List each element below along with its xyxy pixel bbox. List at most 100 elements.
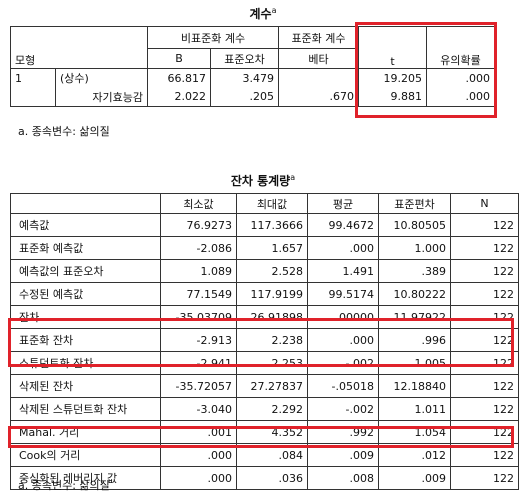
cell-label: 잔차 <box>10 305 161 329</box>
header-blank <box>10 193 161 214</box>
header-max: 최대값 <box>236 193 308 214</box>
cell-mean: 1.491 <box>307 259 379 283</box>
cell-se: .205 <box>210 87 279 107</box>
cell-mean: .992 <box>307 420 379 444</box>
cell-n: 122 <box>450 282 519 306</box>
cell-sd: .012 <box>378 443 451 467</box>
cell-label: Mahal. 거리 <box>10 420 161 444</box>
cell-n: 122 <box>450 305 519 329</box>
header-b: B <box>147 48 211 69</box>
cell-max: 117.3666 <box>236 213 308 237</box>
cell-max: 1.657 <box>236 236 308 260</box>
cell-min: -35.72057 <box>160 374 237 398</box>
cell-sd: 12.18840 <box>378 374 451 398</box>
table-row: Mahal. 거리 .001 4.352.992 1.054 122 <box>10 420 519 444</box>
cell-label: 스튜던트화 잔차 <box>10 351 161 375</box>
cell-n: 122 <box>450 259 519 283</box>
cell-min: -35.03709 <box>160 305 237 329</box>
cell-min: -2.913 <box>160 328 237 352</box>
residuals-footnote: a. 종속변수: 삶의질 <box>18 479 110 492</box>
cell-min: -2.941 <box>160 351 237 375</box>
cell-sd: 10.80222 <box>378 282 451 306</box>
cell-label: Cook의 거리 <box>10 443 161 467</box>
cell-b: 2.022 <box>147 87 211 107</box>
cell-model <box>10 87 56 107</box>
cell-max: 27.27837 <box>236 374 308 398</box>
header-model: 모형 <box>10 26 148 69</box>
cell-b: 66.817 <box>147 68 211 88</box>
cell-max: 2.238 <box>236 328 308 352</box>
cell-label: 삭제된 스튜던트화 잔차 <box>10 397 161 421</box>
cell-sd: .389 <box>378 259 451 283</box>
cell-n: 122 <box>450 236 519 260</box>
cell-label: 표준화 예측값 <box>10 236 161 260</box>
cell-beta: .670 <box>278 87 359 107</box>
cell-max: 4.352 <box>236 420 308 444</box>
header-standardized: 표준화 계수 <box>278 26 359 49</box>
coefficients-footnote: a. 종속변수: 삶의질 <box>18 125 110 138</box>
cell-n: 122 <box>450 351 519 375</box>
table-row: 예측값의 표준오차 1.089 2.528 1.491.389 122 <box>10 259 519 283</box>
cell-max: .084 <box>236 443 308 467</box>
header-se: 표준오차 <box>210 48 279 69</box>
table-row: Cook의 거리 .000.084.009.012 122 <box>10 443 519 467</box>
cell-min: .000 <box>160 443 237 467</box>
header-unstandardized: 비표준화 계수 <box>147 26 279 49</box>
cell-sd: 1.000 <box>378 236 451 260</box>
cell-mean: .009 <box>307 443 379 467</box>
cell-n: 122 <box>450 213 519 237</box>
coefficients-title-text: 계수 <box>249 7 272 21</box>
table-row: 삭제된 잔차 -35.72057 27.27837 -.05018 12.18840 12… <box>10 374 519 398</box>
table-row: 중심화된 레버리지 값 .000.036.008.009 122 <box>10 466 519 490</box>
cell-max: 2.292 <box>236 397 308 421</box>
table-row: 예측값 76.9273 117.3666 99.4672 10.80505 122 <box>10 213 519 237</box>
cell-min: 76.9273 <box>160 213 237 237</box>
cell-sig: .000 <box>426 68 495 88</box>
residuals-title: 잔차 통계량a <box>0 172 526 189</box>
cell-label: 예측값 <box>10 213 161 237</box>
residuals-title-sup: a <box>290 173 296 182</box>
cell-mean: 99.5174 <box>307 282 379 306</box>
coefficients-title-sup: a <box>271 6 277 15</box>
cell-mean: -.05018 <box>307 374 379 398</box>
cell-sd: 1.054 <box>378 420 451 444</box>
cell-n: 122 <box>450 420 519 444</box>
cell-label: 표준화 잔차 <box>10 328 161 352</box>
header-sd: 표준편차 <box>378 193 451 214</box>
cell-sd: .996 <box>378 328 451 352</box>
cell-max: 2.528 <box>236 259 308 283</box>
cell-max: .036 <box>236 466 308 490</box>
cell-n: 122 <box>450 374 519 398</box>
cell-mean: 99.4672 <box>307 213 379 237</box>
table-row: 잔차 -35.03709 26.91898.00000 11.97922 122 <box>10 305 519 329</box>
table-row: 1 (상수) 66.817 3.479 19.205 .000 <box>10 68 495 88</box>
header-t: t <box>358 26 427 69</box>
residuals-header-row: 최소값 최대값 평균 표준편차 N <box>10 193 519 214</box>
cell-min: .000 <box>160 466 237 490</box>
cell-mean: .00000 <box>307 305 379 329</box>
cell-max: 26.91898 <box>236 305 308 329</box>
header-mean: 평균 <box>307 193 379 214</box>
table-row: 삭제된 스튜던트화 잔차 -3.040 2.292 -.002 1.011 122 <box>10 397 519 421</box>
cell-sd: .009 <box>378 466 451 490</box>
table-row: 표준화 예측값 -2.086 1.657.000 1.000 122 <box>10 236 519 260</box>
coefficients-title: 계수a <box>0 5 526 22</box>
cell-sd: 10.80505 <box>378 213 451 237</box>
cell-mean: .008 <box>307 466 379 490</box>
cell-model: 1 <box>10 68 56 88</box>
cell-min: -2.086 <box>160 236 237 260</box>
coefficients-header-row-1: 모형 비표준화 계수 표준화 계수 t 유의확률 <box>10 26 495 69</box>
header-n: N <box>450 193 519 214</box>
table-row: 수정된 예측값 77.1549 117.9199 99.5174 10.80222 122 <box>10 282 519 306</box>
cell-sd: 1.011 <box>378 397 451 421</box>
table-row: 자기효능감 2.022 .205 .670 9.881 .000 <box>10 87 495 107</box>
cell-label: (상수) <box>55 68 148 88</box>
cell-mean: .000 <box>307 328 379 352</box>
cell-beta <box>278 68 359 88</box>
cell-n: 122 <box>450 466 519 490</box>
cell-label: 예측값의 표준오차 <box>10 259 161 283</box>
cell-min: .001 <box>160 420 237 444</box>
cell-t: 9.881 <box>358 87 427 107</box>
residuals-body: 예측값 76.9273 117.3666 99.4672 10.80505 122 표준화 … <box>10 213 519 490</box>
cell-label: 중심화된 레버리지 값 <box>10 466 161 490</box>
